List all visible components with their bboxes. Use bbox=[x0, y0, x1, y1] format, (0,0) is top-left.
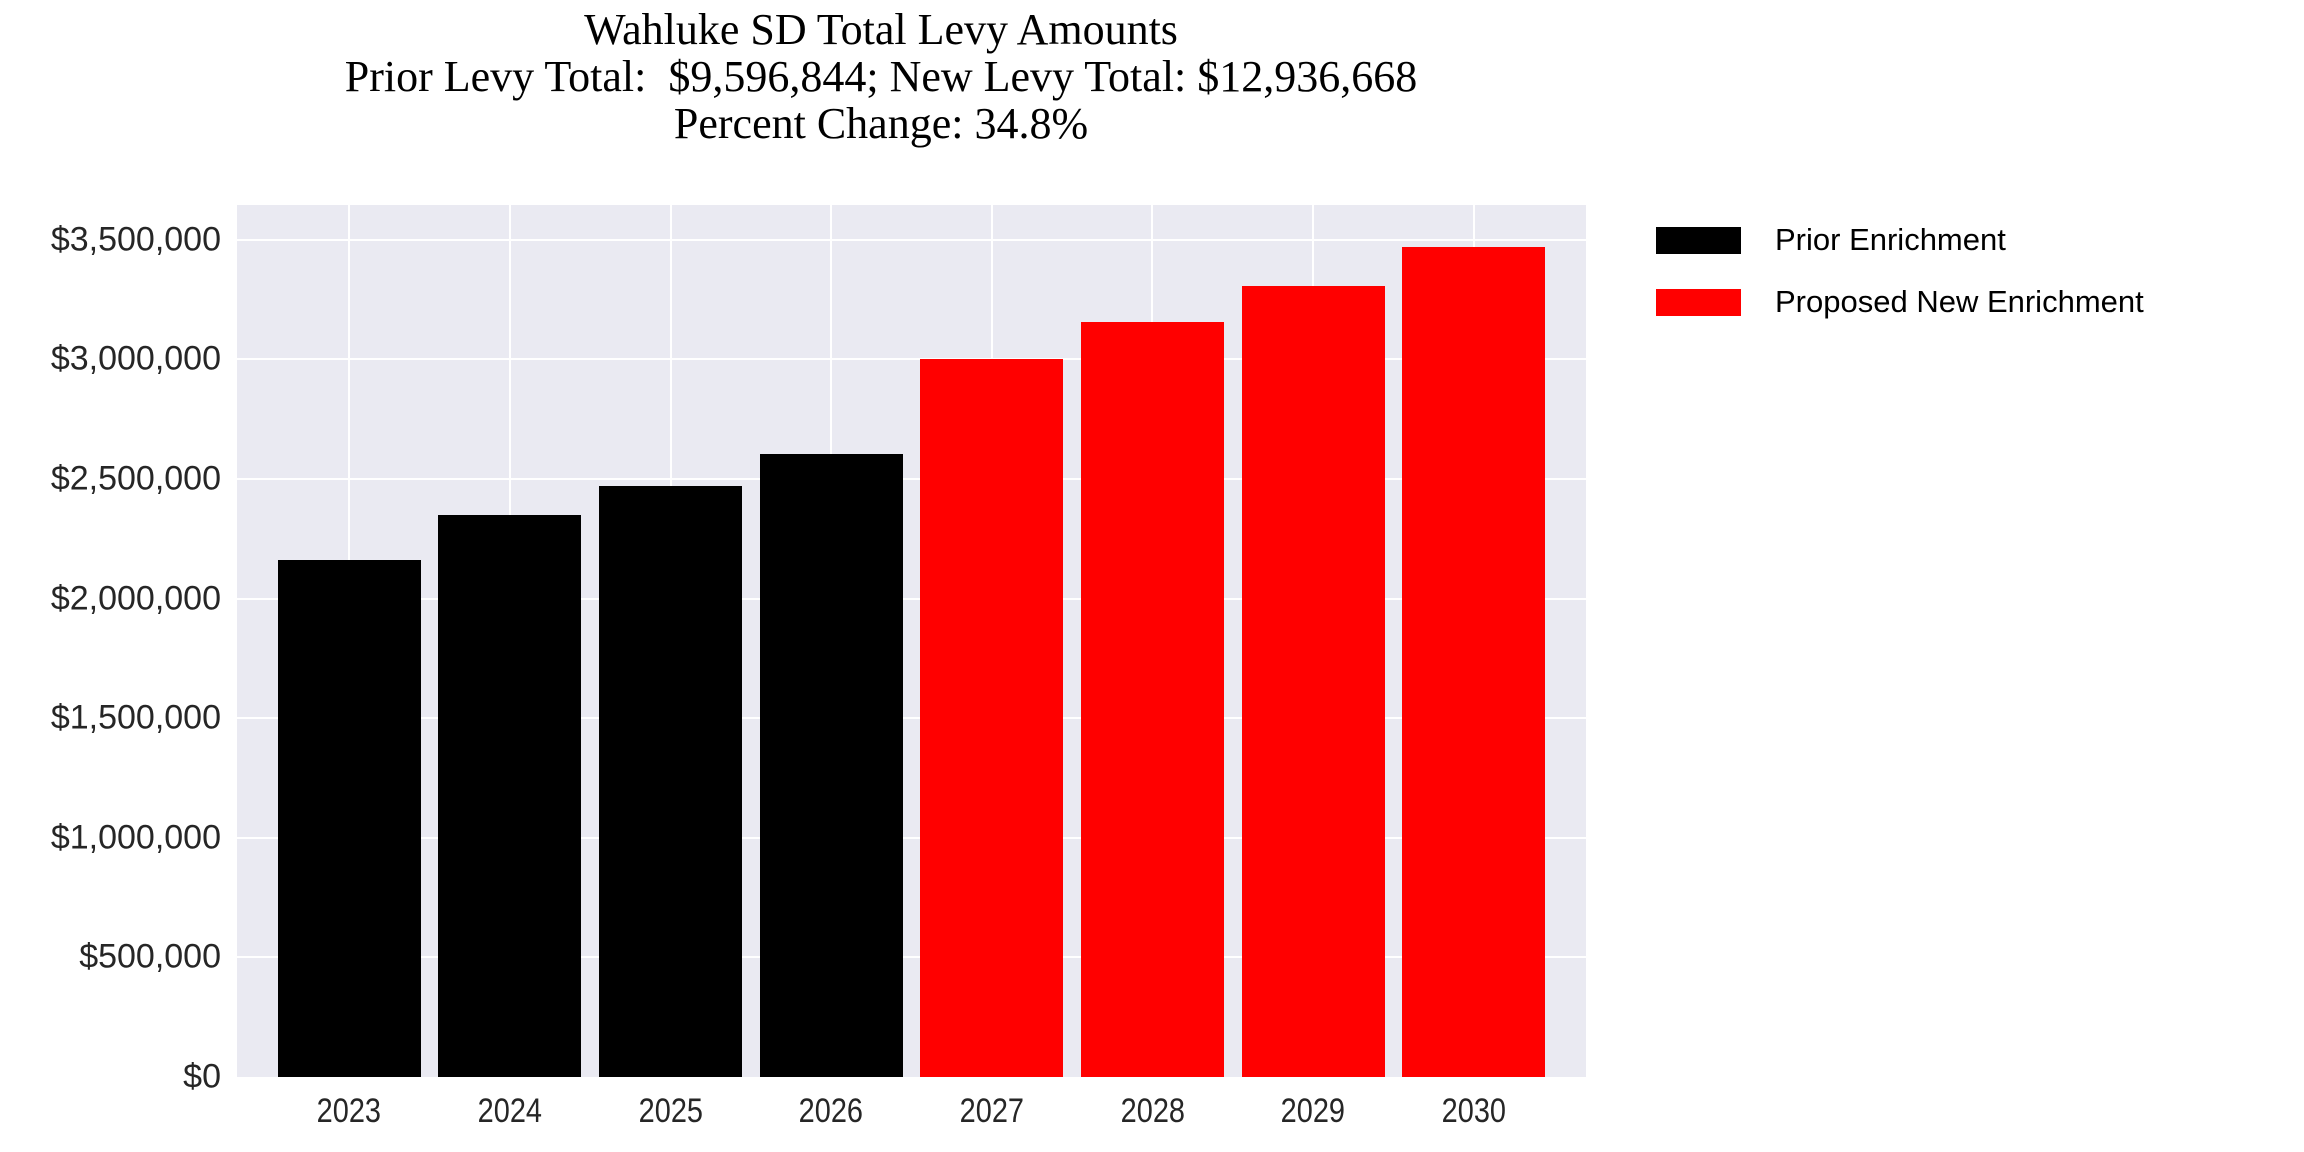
bar-2025 bbox=[599, 486, 743, 1077]
x-tick-label-2024: 2024 bbox=[477, 1092, 543, 1130]
y-tick-label-2500000: $2,500,000 bbox=[50, 459, 221, 498]
gridline-h-3000000 bbox=[237, 358, 1586, 361]
plot-area bbox=[237, 205, 1586, 1077]
y-axis: $0 $500,000 $1,000,000 $1,500,000 $2,000,000… bbox=[0, 205, 221, 1095]
chart-subtitle-percent-change: Percent Change: 34.8% bbox=[673, 99, 1089, 148]
chart-subtitle-totals: Prior Levy Total: $9,596,844; New Levy T… bbox=[344, 52, 1418, 101]
bar-2028 bbox=[1080, 322, 1224, 1077]
x-slot-2030: 2030 bbox=[1393, 1092, 1554, 1131]
bar-slot-2029 bbox=[1233, 205, 1394, 1077]
x-slot-2025: 2025 bbox=[590, 1092, 751, 1131]
x-tick-label-2028: 2028 bbox=[1120, 1092, 1185, 1130]
x-slot-2024: 2024 bbox=[430, 1092, 591, 1131]
bar-slot-2026 bbox=[751, 205, 912, 1077]
legend-row-0: Prior Enrichment bbox=[1656, 222, 2144, 258]
bar-slot-2028 bbox=[1072, 205, 1233, 1077]
bar-slot-2023 bbox=[269, 205, 430, 1077]
y-tick-label-1500000: $1,500,000 bbox=[50, 698, 221, 737]
x-tick-label-2026: 2026 bbox=[799, 1092, 864, 1130]
x-slot-2029: 2029 bbox=[1233, 1092, 1394, 1131]
bar-2030 bbox=[1402, 246, 1546, 1077]
bars-row bbox=[237, 205, 1586, 1077]
bar-2027 bbox=[920, 359, 1064, 1077]
y-tick-label-500000: $500,000 bbox=[79, 937, 221, 976]
bar-2024 bbox=[438, 514, 582, 1077]
bar-slot-2030 bbox=[1393, 205, 1554, 1077]
legend-label-0: Prior Enrichment bbox=[1775, 222, 2006, 257]
x-slot-2027: 2027 bbox=[912, 1092, 1073, 1131]
bar-slot-2027 bbox=[912, 205, 1073, 1077]
x-tick-label-2029: 2029 bbox=[1280, 1092, 1346, 1130]
bar-slot-2025 bbox=[590, 205, 751, 1077]
gridline-h-2000000 bbox=[237, 597, 1586, 600]
chart-title-block: Wahluke SD Total Levy Amounts Prior Levy… bbox=[0, 6, 1762, 147]
y-tick-label-3500000: $3,500,000 bbox=[50, 220, 221, 259]
x-slot-2026: 2026 bbox=[751, 1092, 912, 1131]
x-axis: 2023 2024 2025 2026 2027 2028 2029 2030 bbox=[237, 1092, 1586, 1131]
x-slot-2023: 2023 bbox=[269, 1092, 430, 1131]
x-slot-2028: 2028 bbox=[1072, 1092, 1233, 1131]
chart-title: Wahluke SD Total Levy Amounts bbox=[584, 5, 1178, 54]
x-tick-label-2030: 2030 bbox=[1441, 1092, 1506, 1130]
gridline-h-3500000 bbox=[237, 238, 1586, 241]
bar-2026 bbox=[759, 453, 903, 1077]
bar-slot-2024 bbox=[430, 205, 591, 1077]
legend-swatch-0 bbox=[1656, 226, 1741, 254]
x-tick-label-2027: 2027 bbox=[959, 1092, 1024, 1130]
y-tick-label-2000000: $2,000,000 bbox=[50, 579, 221, 618]
x-tick-label-2025: 2025 bbox=[638, 1092, 703, 1130]
gridline-h-1500000 bbox=[237, 717, 1586, 720]
bar-2029 bbox=[1241, 286, 1385, 1077]
y-tick-label-3000000: $3,000,000 bbox=[50, 339, 221, 378]
gridline-h-2500000 bbox=[237, 477, 1586, 480]
y-tick-label-1000000: $1,000,000 bbox=[50, 818, 221, 857]
gridline-h-500000 bbox=[237, 956, 1586, 959]
y-tick-label-0: $0 bbox=[183, 1057, 221, 1096]
legend-label-1: Proposed New Enrichment bbox=[1775, 284, 2144, 319]
legend-swatch-1 bbox=[1656, 288, 1741, 316]
bar-2023 bbox=[277, 560, 421, 1077]
legend: Prior Enrichment Proposed New Enrichment bbox=[1656, 222, 2144, 346]
x-tick-label-2023: 2023 bbox=[317, 1092, 382, 1130]
legend-row-1: Proposed New Enrichment bbox=[1656, 284, 2144, 320]
gridline-h-1000000 bbox=[237, 836, 1586, 839]
